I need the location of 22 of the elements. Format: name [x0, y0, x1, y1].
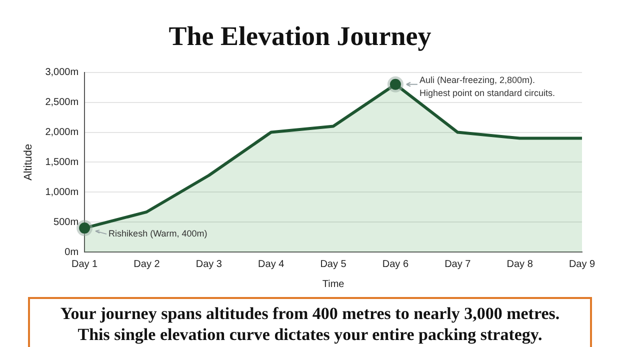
x-tick-label: Day 9	[568, 258, 596, 270]
y-tick-label: 1,000m	[45, 186, 79, 198]
x-axis-title: Time	[322, 278, 345, 290]
y-tick-label: 0m	[64, 246, 79, 258]
x-tick-label: Day 2	[134, 258, 160, 270]
x-tick-label: Day 4	[258, 258, 285, 270]
x-tick-label: Day 3	[196, 258, 222, 270]
y-tick-label: 1,500m	[45, 156, 79, 168]
y-tick-label: 2,500m	[45, 97, 79, 108]
x-tick-label: Day 1	[71, 258, 98, 270]
annotation: Rishikesh (Warm, 400m)	[108, 228, 208, 239]
y-tick-label: 3,000m	[45, 67, 79, 78]
x-tick-label: Day 5	[320, 258, 347, 270]
y-tick-label: 500m	[54, 216, 79, 228]
text: Your journey spans altitudes from 400 metres to nearly 3,000 metres. This single elevation curve dictates your entire packing strategy.	[28, 297, 592, 347]
y-axis-title: Altitude	[22, 144, 35, 181]
x-tick-label: Day 7	[444, 258, 472, 270]
chart-title: The Elevation Journey	[168, 21, 432, 52]
annotation: Auli (Near-freezing, 2,800m). Highest point on standard circuits.	[419, 74, 556, 98]
x-tick-label: Day 6	[382, 258, 409, 270]
y-tick-label: 2,000m	[45, 127, 79, 138]
x-tick-label: Day 8	[506, 258, 534, 270]
